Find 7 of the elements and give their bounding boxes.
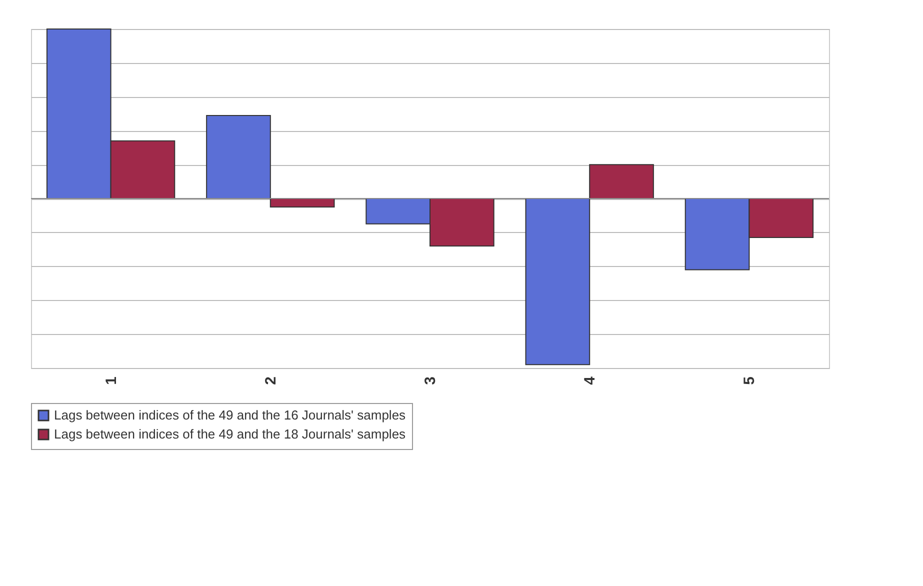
x-tick-label: 5 (741, 376, 758, 385)
x-tick-label: 3 (422, 376, 439, 385)
x-tick-label: 1 (102, 376, 120, 385)
x-tick-label: 4 (582, 376, 599, 385)
legend-label: Lags between indices of the 49 and the 16 Journals' samples (54, 408, 406, 422)
x-tick-label: 2 (262, 376, 280, 385)
legend-label: Lags between indices of the 49 and the 18 Journals' samples (54, 426, 406, 442)
